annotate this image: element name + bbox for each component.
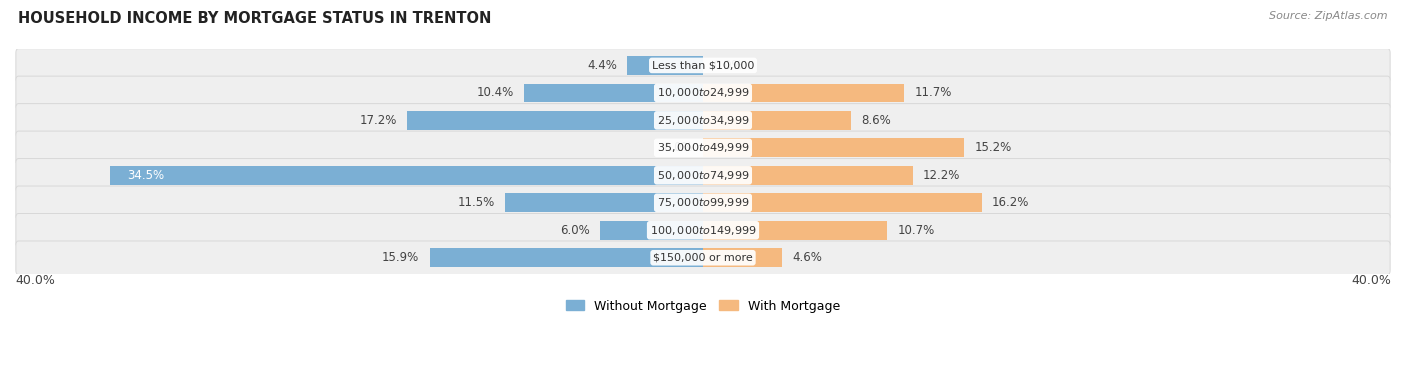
Text: HOUSEHOLD INCOME BY MORTGAGE STATUS IN TRENTON: HOUSEHOLD INCOME BY MORTGAGE STATUS IN T… — [18, 11, 492, 26]
Text: 12.2%: 12.2% — [924, 169, 960, 182]
Bar — [505, 193, 703, 212]
Bar — [703, 111, 851, 130]
Text: 6.0%: 6.0% — [560, 224, 589, 237]
Bar — [703, 166, 912, 185]
Bar — [703, 193, 981, 212]
Bar — [703, 138, 965, 157]
FancyBboxPatch shape — [15, 104, 1391, 137]
FancyBboxPatch shape — [15, 213, 1391, 247]
Text: 4.4%: 4.4% — [588, 59, 617, 72]
Text: 40.0%: 40.0% — [1351, 274, 1391, 287]
Text: 10.4%: 10.4% — [477, 86, 513, 100]
Text: $25,000 to $34,999: $25,000 to $34,999 — [657, 114, 749, 127]
Text: Less than $10,000: Less than $10,000 — [652, 60, 754, 70]
Text: 15.2%: 15.2% — [974, 141, 1012, 154]
Text: Source: ZipAtlas.com: Source: ZipAtlas.com — [1270, 11, 1388, 21]
FancyBboxPatch shape — [15, 241, 1391, 274]
Text: 0.0%: 0.0% — [713, 59, 742, 72]
Bar — [524, 84, 703, 102]
FancyBboxPatch shape — [15, 186, 1391, 219]
Text: 11.7%: 11.7% — [914, 86, 952, 100]
Text: 40.0%: 40.0% — [15, 274, 55, 287]
Bar — [703, 221, 887, 240]
Text: 16.2%: 16.2% — [993, 196, 1029, 209]
Bar — [627, 56, 703, 75]
Text: 4.6%: 4.6% — [793, 251, 823, 264]
Bar — [110, 166, 703, 185]
Bar — [429, 248, 703, 267]
Text: 0.0%: 0.0% — [664, 141, 693, 154]
FancyBboxPatch shape — [15, 49, 1391, 82]
FancyBboxPatch shape — [15, 159, 1391, 192]
Text: $150,000 or more: $150,000 or more — [654, 253, 752, 263]
FancyBboxPatch shape — [15, 76, 1391, 110]
Text: $100,000 to $149,999: $100,000 to $149,999 — [650, 224, 756, 237]
Text: $35,000 to $49,999: $35,000 to $49,999 — [657, 141, 749, 154]
FancyBboxPatch shape — [15, 131, 1391, 165]
Text: $75,000 to $99,999: $75,000 to $99,999 — [657, 196, 749, 209]
Bar — [703, 84, 904, 102]
Text: 11.5%: 11.5% — [457, 196, 495, 209]
Text: 10.7%: 10.7% — [897, 224, 935, 237]
Text: 8.6%: 8.6% — [862, 114, 891, 127]
Legend: Without Mortgage, With Mortgage: Without Mortgage, With Mortgage — [561, 294, 845, 317]
Text: 17.2%: 17.2% — [360, 114, 396, 127]
Bar — [703, 248, 782, 267]
Text: 34.5%: 34.5% — [127, 169, 165, 182]
Bar — [408, 111, 703, 130]
Bar — [600, 221, 703, 240]
Text: 15.9%: 15.9% — [382, 251, 419, 264]
Text: $50,000 to $74,999: $50,000 to $74,999 — [657, 169, 749, 182]
Text: $10,000 to $24,999: $10,000 to $24,999 — [657, 86, 749, 100]
